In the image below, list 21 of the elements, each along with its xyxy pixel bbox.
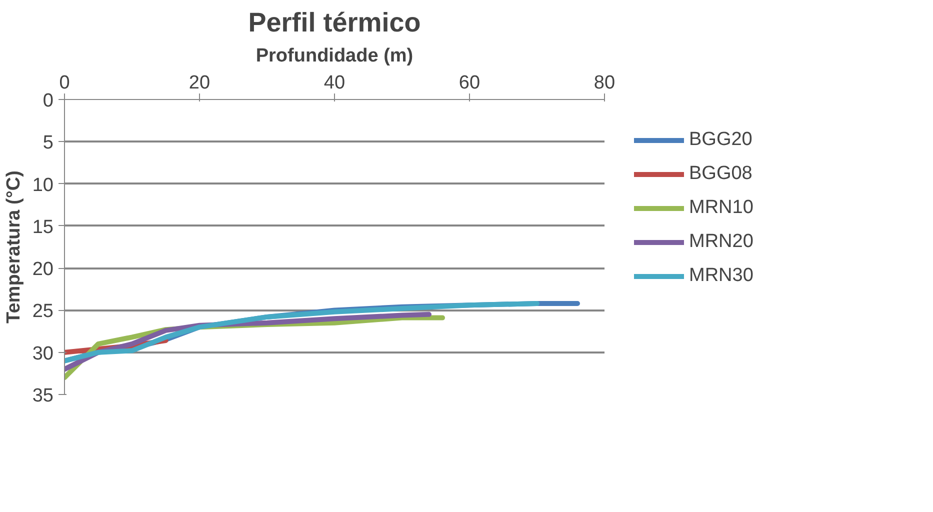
y-tick-label: 15 <box>32 216 54 238</box>
x-tick-label: 40 <box>324 72 346 94</box>
y-axis-title: Temperatura (°C) <box>3 170 24 324</box>
x-tick-label: 20 <box>188 72 210 94</box>
x-tick-label: 0 <box>59 72 70 94</box>
y-tick-label: 25 <box>32 301 54 322</box>
x-tick-label: 80 <box>594 72 616 94</box>
x-axis-title: Profundidade (m) <box>256 46 414 66</box>
y-tick-label: 0 <box>42 90 54 112</box>
y-tick-label: 35 <box>32 386 54 406</box>
legend-label: MRN20 <box>689 231 754 253</box>
chart-title: Perfil térmico <box>248 8 421 38</box>
y-tick-label: 20 <box>32 259 54 280</box>
legend-label: BGG08 <box>689 163 752 185</box>
y-tick-label: 10 <box>32 174 54 196</box>
y-tick-label: 30 <box>32 343 54 364</box>
x-tick-label: 60 <box>458 72 480 94</box>
legend-label: MRN30 <box>689 265 754 287</box>
legend-label: MRN10 <box>689 197 754 219</box>
y-tick-label: 5 <box>42 132 54 154</box>
legend-label: BGG20 <box>689 129 752 151</box>
